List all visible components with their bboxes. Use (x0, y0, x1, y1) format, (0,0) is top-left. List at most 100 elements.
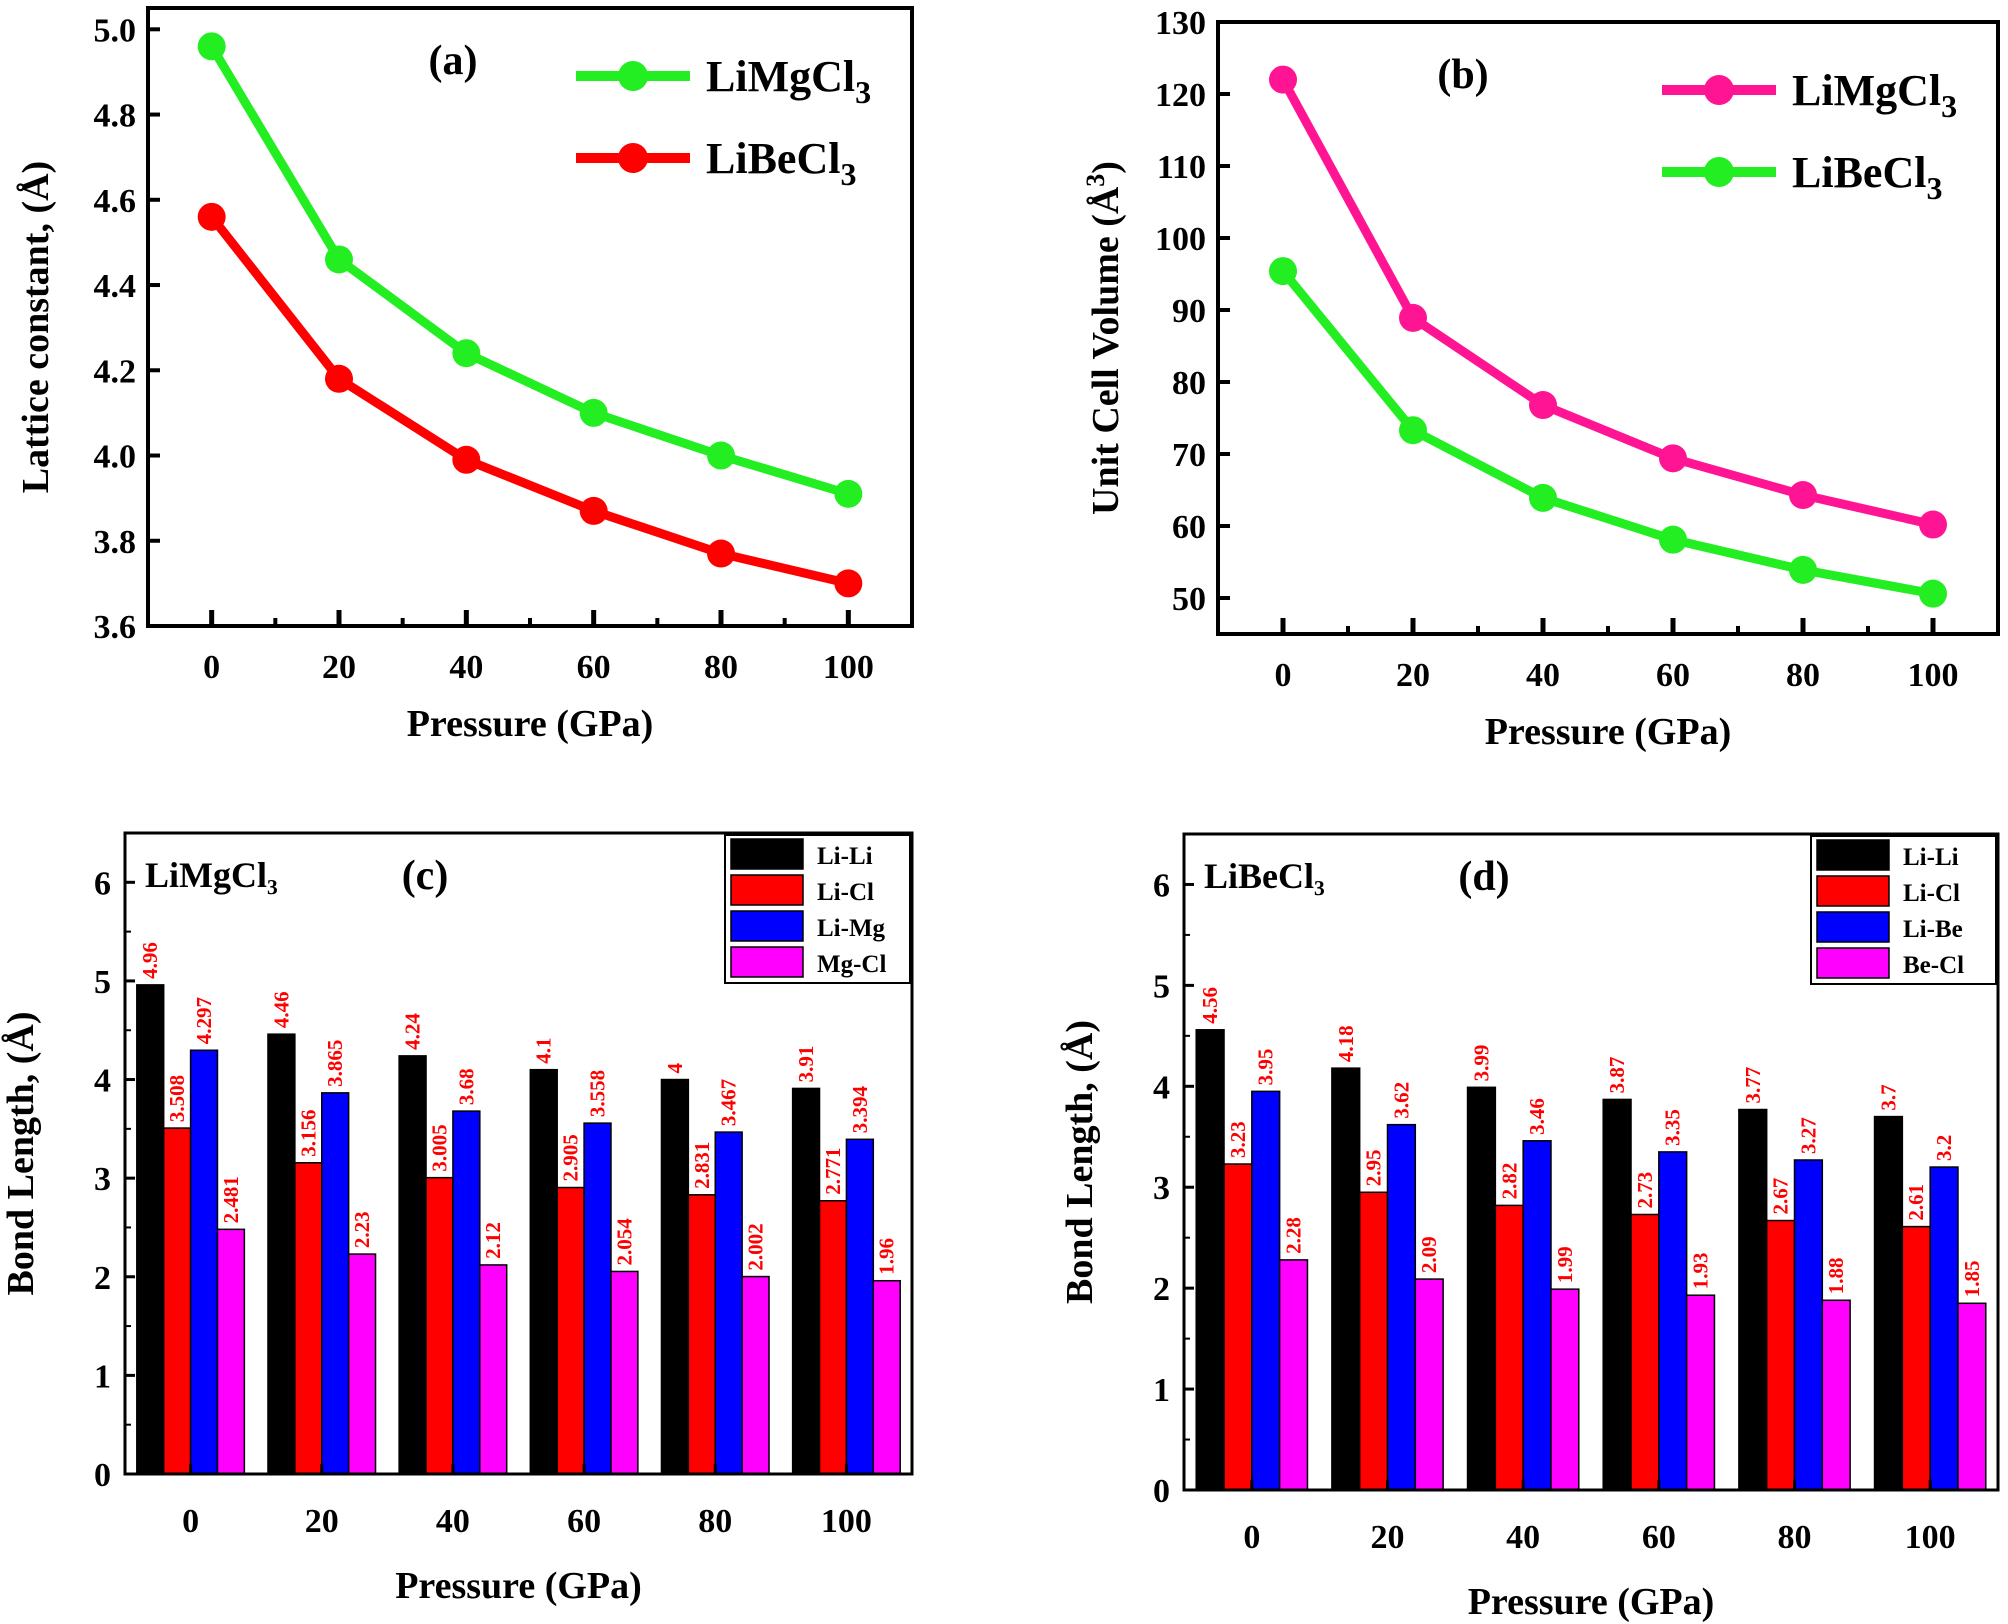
data-point (834, 569, 863, 598)
data-label: 1.85 (1960, 1261, 1984, 1298)
legend-marker (618, 61, 648, 91)
compound-label: LiMgCl₃ (145, 855, 278, 895)
x-tick-label: 20 (322, 649, 356, 686)
data-label: 2.905 (559, 1134, 583, 1181)
bar-li-be (1386, 1123, 1417, 1491)
data-label: 2.12 (481, 1222, 505, 1259)
y-tick-label: 80 (1172, 365, 1206, 402)
panel-label: (c) (402, 853, 449, 899)
data-label: 4.96 (138, 942, 162, 979)
bar-li-li (1738, 1108, 1768, 1491)
y-tick-label: 0 (94, 1457, 111, 1494)
legend-label: LiBeCl3 (706, 134, 856, 192)
x-tick-label: 60 (567, 1503, 601, 1540)
data-point (1399, 416, 1427, 445)
legend-label-sub: 3 (1941, 88, 1957, 124)
y-tick-label: 4.4 (94, 268, 137, 305)
panel-label: (a) (429, 38, 478, 84)
data-label: 1.96 (875, 1238, 899, 1275)
legend-swatch (730, 874, 804, 906)
bar-li-mg (452, 1110, 481, 1475)
bar-li-be (1251, 1090, 1281, 1491)
bar-li-mg (845, 1138, 875, 1475)
legend-swatch (1816, 911, 1890, 943)
panel-label: (b) (1437, 52, 1488, 98)
bar-li-cl (1223, 1163, 1253, 1491)
x-tick-label: 0 (203, 649, 220, 686)
bar-li-cl (1630, 1213, 1660, 1491)
bar-be-cl (1278, 1259, 1309, 1491)
data-label: 2.831 (690, 1142, 714, 1189)
legend-label-text: LiMgCl (1792, 66, 1941, 115)
legend-label: Li-Mg (817, 915, 886, 942)
legend-label: LiMgCl3 (1792, 66, 1957, 124)
compound-label: LiBeCl₃ (1204, 856, 1325, 896)
panel-c: 4.96 4.46 4.24 4.1 4 3.91 3.508 3.156 3.005 2.905… (0, 831, 914, 1607)
plot-frame (123, 831, 914, 1476)
bar-li-mg (583, 1122, 612, 1475)
data-point (579, 398, 608, 427)
x-tick-label: 60 (1656, 657, 1690, 694)
data-label: 1.88 (1824, 1258, 1848, 1295)
x-tick-label: 0 (1243, 1519, 1260, 1556)
bar-li-mg (714, 1131, 743, 1475)
data-label: 2.09 (1417, 1236, 1441, 1273)
bar-li-li (791, 1087, 821, 1475)
data-point (1529, 483, 1557, 512)
y-axis-title-text: Unit Cell Volume (Å (1085, 186, 1127, 515)
bar-li-be (1929, 1166, 1959, 1491)
data-point (1789, 555, 1817, 584)
data-point (197, 32, 226, 61)
legend-label: Li-Cl (817, 879, 874, 906)
data-label: 2.28 (1282, 1217, 1306, 1254)
x-tick-label: 60 (1642, 1519, 1676, 1556)
x-tick-label: 0 (182, 1503, 199, 1540)
legend-swatch (730, 910, 804, 942)
data-point (452, 445, 481, 474)
bar-li-cl (687, 1194, 717, 1475)
data-label: 4.24 (401, 1013, 425, 1050)
data-point (707, 539, 735, 568)
data-point (1529, 391, 1557, 420)
legend-label: Mg-Cl (817, 951, 886, 978)
data-label: 2.771 (821, 1147, 845, 1194)
y-axis-title: Unit Cell Volume (Å3) (1081, 161, 1127, 515)
legend-label: Li-Be (1903, 916, 1963, 943)
data-label: 3.35 (1661, 1109, 1685, 1146)
x-tick-label: 40 (1526, 657, 1560, 694)
y-tick-label: 50 (1172, 581, 1206, 618)
x-tick-label: 0 (1275, 657, 1292, 694)
data-point (1659, 525, 1687, 554)
bar-li-li (267, 1033, 296, 1475)
x-tick-label: 80 (1786, 657, 1820, 694)
legend-label: Be-Cl (1903, 952, 1964, 979)
data-point (1399, 303, 1427, 332)
bar-be-cl (1957, 1302, 1987, 1491)
bar-li-cl (162, 1127, 192, 1475)
bar-mg-cl (610, 1270, 639, 1475)
legend-swatch (1816, 839, 1890, 871)
data-label: 3.2 (1932, 1135, 1956, 1161)
data-label: 2.61 (1904, 1184, 1928, 1221)
y-tick-label: 1 (1153, 1372, 1170, 1409)
bar-li-li (529, 1068, 558, 1475)
bar-li-cl (425, 1176, 454, 1475)
y-tick-label: 110 (1157, 149, 1206, 186)
series-line-1 (208, 214, 850, 588)
bar-li-be (1658, 1151, 1688, 1491)
x-tick-label: 20 (305, 1503, 339, 1540)
y-tick-label: 70 (1172, 437, 1206, 474)
data-label: 3.87 (1605, 1057, 1629, 1094)
bar-be-cl (1821, 1299, 1851, 1491)
data-point (1269, 257, 1297, 286)
bar-mg-cl (347, 1253, 377, 1475)
data-label: 3.558 (586, 1070, 610, 1117)
y-tick-label: 0 (1153, 1473, 1170, 1510)
legend-marker (618, 143, 648, 173)
data-label: 2.002 (744, 1223, 768, 1270)
data-label: 2.73 (1633, 1172, 1657, 1209)
y-tick-label: 4.0 (94, 439, 137, 476)
data-point (579, 496, 608, 525)
y-axis-title-text: Lattice constant, (Å) (15, 161, 57, 493)
